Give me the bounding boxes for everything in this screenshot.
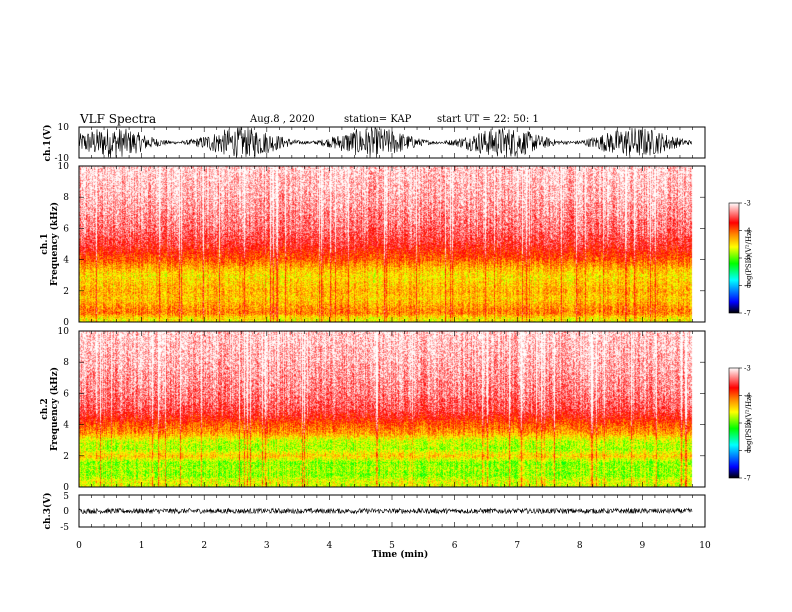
- ch1-ytick-bottom: -10: [55, 154, 70, 164]
- freq-tick-label: 0: [63, 318, 69, 328]
- freq-tick-label: 2: [63, 287, 69, 297]
- colorbar-tick-label: -7: [744, 310, 751, 318]
- colorbar-tick-label: -3: [744, 200, 751, 208]
- date-label: Aug.8 , 2020: [249, 114, 315, 125]
- ch3-ytick-mid: 0: [63, 507, 69, 517]
- freq-tick-label: 2: [63, 452, 69, 462]
- freq-tick-label: 6: [63, 389, 69, 399]
- freq-tick-label: 8: [63, 193, 69, 203]
- time-axis-tick-labels: 0 1 2 3 4 5 6 7 8 9 10: [76, 541, 711, 551]
- freq-tick-label: 8: [63, 358, 69, 368]
- colorbar-tick-label: -7: [744, 475, 751, 483]
- ch1-spectrogram-ylabel-channel: ch.1: [40, 233, 50, 254]
- colorbar-tick-label: -6: [744, 447, 751, 455]
- time-tick-label: 1: [139, 541, 145, 551]
- ch3-ytick-bottom: -5: [60, 523, 69, 533]
- ch1-colorbar-ticks: -3 -4 -5 -6 -7: [739, 200, 751, 318]
- ch2-spectrogram-xticks: [78, 331, 706, 487]
- ch3-waveform-panel: 5 0 -5 ch.3(V) 0 1 2 3 4 5 6 7 8 9 10 Time (min): [42, 492, 711, 560]
- ch1-waveform-trace: [78, 126, 693, 158]
- time-tick-label: 8: [577, 541, 583, 551]
- ch1-waveform-ylabel: ch.1(V): [42, 125, 53, 162]
- time-tick-label: 7: [514, 541, 520, 551]
- colorbar-tick-label: -5: [744, 255, 751, 263]
- time-tick-label: 0: [76, 541, 82, 551]
- ch3-ytick-top: 5: [63, 492, 69, 502]
- freq-tick-label: 4: [63, 256, 69, 266]
- time-tick-label: 3: [264, 541, 270, 551]
- start-time-label: start UT = 22: 50: 1: [437, 114, 539, 125]
- ch3-waveform-ylabel: ch.3(V): [42, 493, 53, 530]
- figure-title: VLF Spectra: [79, 112, 156, 126]
- time-tick-label: 5: [389, 541, 395, 551]
- ch1-colorbar: [728, 202, 740, 314]
- ch1-waveform-xticks: [78, 127, 706, 158]
- time-tick-label: 4: [327, 541, 333, 551]
- ch2-spectrogram-ylabel: Frequency (kHz): [49, 367, 60, 451]
- freq-tick-label: 0: [63, 483, 69, 493]
- ch1-waveform-panel: 10 -10 ch.1(V): [42, 123, 706, 164]
- ch1-spectrogram-xticks: [78, 166, 706, 322]
- freq-tick-label: 10: [58, 327, 70, 337]
- colorbar-tick-label: -3: [744, 365, 751, 373]
- ch1-ytick-top: 10: [58, 123, 70, 133]
- freq-tick-label: 4: [63, 421, 69, 431]
- colorbar-tick-label: -4: [744, 227, 751, 235]
- time-tick-label: 2: [201, 541, 207, 551]
- ch2-colorbar: [728, 367, 740, 479]
- colorbar-tick-label: -5: [744, 420, 751, 428]
- time-axis-label: Time (min): [372, 549, 429, 560]
- station-label: station= KAP: [344, 114, 412, 125]
- ch1-colorbar-label: log(PSD)(V²/Hz): [745, 229, 753, 286]
- time-tick-label: 9: [640, 541, 646, 551]
- freq-tick-label: 6: [63, 224, 69, 234]
- freq-tick-label: 10: [58, 162, 70, 172]
- ch1-spectrogram-yticks: 0 2 4 6 8 10: [58, 162, 705, 328]
- ch3-waveform-trace: [78, 507, 693, 515]
- ch1-spectrogram-image: [79, 166, 705, 322]
- ch2-spectrogram-yticks: 0 2 4 6 8 10: [58, 327, 705, 493]
- ch3-waveform-xticks: [78, 495, 706, 527]
- time-tick-label: 6: [452, 541, 458, 551]
- colorbar-tick-label: -4: [744, 392, 751, 400]
- colorbar-tick-label: -6: [744, 282, 751, 290]
- ch2-spectrogram-image: [79, 331, 705, 487]
- ch2-colorbar-label: log(PSD)(V²/Hz): [745, 394, 753, 451]
- ch2-spectrogram-ylabel-channel: ch.2: [40, 398, 50, 419]
- ch1-spectrogram-ylabel: Frequency (kHz): [49, 202, 60, 286]
- time-tick-label: 10: [699, 541, 711, 551]
- ch2-colorbar-ticks: -3 -4 -5 -6 -7: [739, 365, 751, 483]
